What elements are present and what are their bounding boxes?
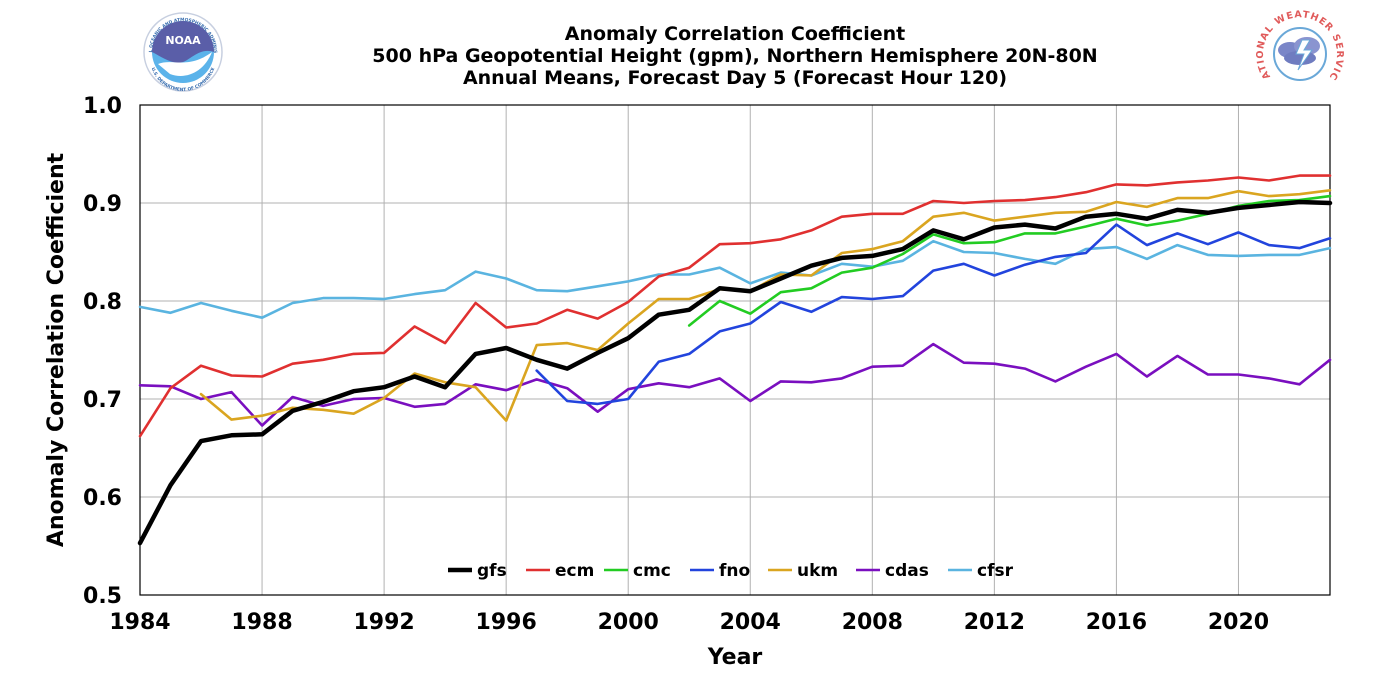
x-axis-label: Year <box>707 645 763 670</box>
legend-label-gfs: gfs <box>477 561 507 581</box>
y-tick-label: 0.9 <box>83 192 122 217</box>
x-tick-label: 2004 <box>720 610 781 635</box>
x-tick-label: 1988 <box>231 610 292 635</box>
legend-label-cfsr: cfsr <box>977 561 1014 581</box>
x-tick-label: 2000 <box>598 610 659 635</box>
x-tick-label: 2008 <box>842 610 903 635</box>
chart-title-line-3: Annual Means, Forecast Day 5 (Forecast H… <box>463 67 1007 89</box>
series-line-cdas <box>138 342 1332 427</box>
series-line-ukm <box>199 189 1332 422</box>
legend-label-cdas: cdas <box>885 561 929 581</box>
y-tick-label: 0.6 <box>83 486 122 511</box>
legend-label-ecm: ecm <box>555 561 594 581</box>
chart-title: Anomaly Correlation Coefficient 500 hPa … <box>372 23 1097 89</box>
chart-title-line-2: 500 hPa Geopotential Height (gpm), North… <box>372 45 1097 67</box>
x-axis-ticks: 1984 1988 1992 1996 2000 2004 2008 2012 2016 2020 <box>109 610 1269 635</box>
y-tick-label: 1.0 <box>83 94 122 119</box>
series-line-cfsr <box>138 239 1332 320</box>
series-line-ecm <box>138 174 1332 438</box>
x-tick-label: 1984 <box>109 610 170 635</box>
y-axis-label: Anomaly Correlation Coefficient <box>44 152 69 547</box>
chart-legend: gfs ecm cmc fno ukm cdas cfsr <box>448 561 1014 581</box>
legend-label-cmc: cmc <box>633 561 671 581</box>
plot-frame <box>139 104 1331 596</box>
chart-series <box>137 174 1333 546</box>
x-tick-label: 1996 <box>476 610 537 635</box>
series-line-fno <box>535 223 1332 406</box>
noaa-logo-name: NOAA <box>165 34 201 47</box>
y-tick-label: 0.5 <box>83 584 122 609</box>
legend-label-fno: fno <box>719 561 750 581</box>
noaa-logo: NOAA NATIONAL OCEANIC AND ATMOSPHERIC AD… <box>0 0 223 93</box>
x-tick-label: 2012 <box>964 610 1025 635</box>
series-line-gfs <box>137 199 1333 546</box>
chart-grid <box>139 104 1330 596</box>
legend-label-ukm: ukm <box>797 561 838 581</box>
x-tick-label: 2016 <box>1086 610 1147 635</box>
series-line-cmc <box>687 194 1332 327</box>
x-tick-label: 1992 <box>353 610 414 635</box>
chart-title-line-1: Anomaly Correlation Coefficient <box>565 23 906 45</box>
x-tick-label: 2020 <box>1208 610 1269 635</box>
y-tick-label: 0.7 <box>83 388 122 413</box>
y-axis-ticks: 0.5 0.6 0.7 0.8 0.9 1.0 <box>83 94 122 609</box>
y-tick-label: 0.8 <box>83 290 122 315</box>
